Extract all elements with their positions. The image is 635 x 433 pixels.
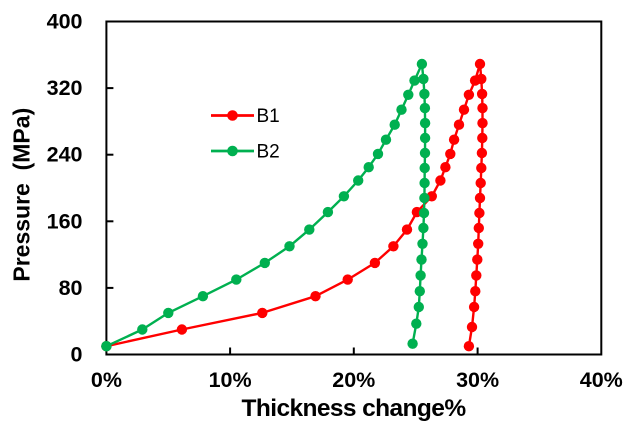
svg-text:30%: 30% <box>456 368 499 392</box>
svg-text:0: 0 <box>71 343 83 367</box>
svg-text:Pressure (MPa): Pressure (MPa) <box>9 108 35 282</box>
svg-text:80: 80 <box>59 276 83 300</box>
svg-text:Thickness change%: Thickness change% <box>242 395 467 422</box>
svg-text:20%: 20% <box>332 368 375 392</box>
svg-text:B2: B2 <box>257 142 280 163</box>
svg-text:160: 160 <box>47 209 83 233</box>
svg-text:40%: 40% <box>580 368 623 392</box>
svg-text:320: 320 <box>47 76 83 100</box>
svg-text:0%: 0% <box>91 368 122 392</box>
svg-text:10%: 10% <box>209 368 252 392</box>
svg-text:400: 400 <box>47 10 83 34</box>
svg-text:240: 240 <box>47 143 83 167</box>
svg-text:B1: B1 <box>257 106 280 127</box>
